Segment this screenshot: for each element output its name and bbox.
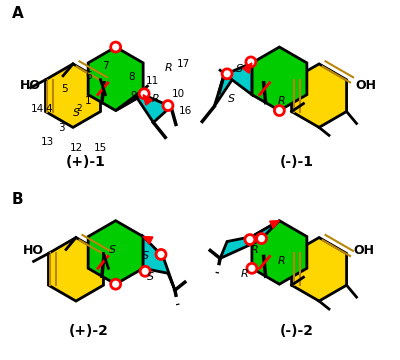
Text: (-)-2: (-)-2	[279, 324, 313, 338]
Polygon shape	[292, 238, 346, 301]
Text: (+)-2: (+)-2	[69, 324, 109, 338]
Circle shape	[245, 235, 255, 244]
Text: S: S	[109, 246, 116, 256]
Text: 3: 3	[58, 123, 64, 134]
Text: OH: OH	[354, 244, 375, 257]
Text: 17: 17	[176, 59, 190, 69]
Text: R: R	[164, 63, 172, 73]
Polygon shape	[143, 95, 152, 105]
Circle shape	[111, 279, 121, 289]
Circle shape	[222, 69, 232, 79]
Text: R: R	[278, 96, 285, 105]
Text: HO: HO	[20, 79, 40, 92]
Text: R: R	[251, 246, 258, 256]
Text: 15: 15	[94, 143, 107, 153]
Text: S: S	[147, 272, 154, 282]
Text: 7: 7	[102, 61, 109, 71]
Text: 12: 12	[69, 143, 82, 153]
Text: 4: 4	[46, 104, 52, 113]
Text: 8: 8	[128, 72, 135, 82]
Polygon shape	[252, 47, 307, 111]
Text: 9: 9	[130, 91, 137, 101]
Text: 6: 6	[86, 71, 92, 81]
Text: B: B	[12, 192, 23, 207]
Circle shape	[139, 89, 149, 99]
Text: (+)-1: (+)-1	[66, 155, 106, 169]
Text: S: S	[236, 64, 243, 74]
Circle shape	[247, 264, 257, 273]
Text: 1: 1	[84, 96, 91, 105]
Polygon shape	[46, 64, 100, 127]
Circle shape	[274, 105, 284, 116]
Text: R: R	[152, 94, 159, 104]
Circle shape	[256, 234, 266, 243]
Text: 10: 10	[172, 89, 185, 99]
Text: 14: 14	[31, 104, 44, 113]
Text: (-)-1: (-)-1	[279, 155, 313, 169]
Polygon shape	[143, 237, 175, 290]
Text: 11: 11	[146, 76, 159, 86]
Text: 2: 2	[76, 104, 82, 113]
Text: R: R	[241, 269, 248, 279]
Polygon shape	[116, 95, 171, 122]
Polygon shape	[270, 221, 279, 228]
Circle shape	[246, 57, 256, 67]
Circle shape	[163, 100, 173, 111]
Polygon shape	[220, 221, 279, 258]
Text: S: S	[228, 94, 235, 104]
Polygon shape	[214, 63, 252, 107]
Circle shape	[140, 266, 150, 276]
Text: 13: 13	[40, 137, 54, 147]
Circle shape	[156, 249, 166, 260]
Polygon shape	[88, 47, 143, 111]
Text: S: S	[73, 108, 80, 117]
Text: R: R	[278, 256, 285, 266]
Text: A: A	[12, 6, 23, 21]
Polygon shape	[252, 221, 307, 284]
Polygon shape	[88, 221, 143, 284]
Text: HO: HO	[23, 244, 44, 257]
Polygon shape	[143, 237, 153, 244]
Text: S: S	[142, 251, 149, 261]
Circle shape	[111, 42, 121, 52]
Text: 5: 5	[61, 84, 67, 94]
Polygon shape	[292, 64, 346, 127]
Text: OH: OH	[356, 79, 377, 92]
Polygon shape	[48, 238, 104, 301]
Polygon shape	[243, 63, 252, 73]
Text: 16: 16	[178, 105, 192, 116]
